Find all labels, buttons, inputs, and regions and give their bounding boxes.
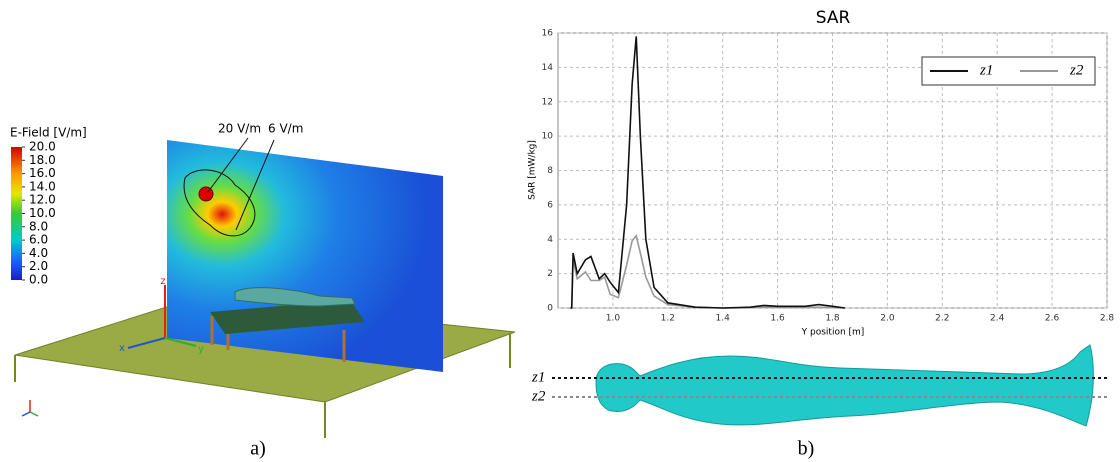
y-tick-label: 10 [542,132,554,142]
triad [21,400,39,417]
x-tick-label: 1.6 [770,314,785,324]
annotation: 6 V/m [268,122,303,136]
colorbar-tick-label: 20.0 [29,140,56,154]
series-line [570,234,845,309]
table-top [210,300,365,334]
floor-posts [14,334,511,438]
chart-title: SAR [816,8,851,28]
y-axis-label: SAR [mW/kg] [528,140,538,200]
y-tick-label: 12 [542,97,553,107]
grid: 0 2 4 6 8 10 12 14 16 1.0 1.2 1.4 1.6 1.8 2.0 2.2 2.4 2.6… [542,29,1115,324]
body-model [234,287,356,307]
series-line [570,36,845,309]
colorbar [11,147,22,280]
caption: b) [798,438,815,460]
x-tick-label: 2.8 [1100,314,1115,324]
lines [570,36,845,309]
x-tick-label: 1.2 [661,314,675,324]
colorbar-ticks: 20.018.016.014.012.010.08.06.04.02.00.0 [22,140,56,287]
y-tick-label: 2 [547,269,553,279]
scene [14,137,516,438]
x-tick-label: 2.2 [935,314,949,324]
body-image [595,344,1094,427]
axis-y [164,337,197,347]
table-legs [210,316,346,362]
x-tick-label: 2.0 [880,314,895,324]
colorbar-tick-label: 6.0 [29,233,48,247]
y-tick-label: 14 [542,63,554,73]
legend-entries: z1 z2 [930,62,1084,78]
colorbar-tick-label: 10.0 [29,206,56,220]
x-tick-label: 1.0 [606,314,621,324]
axis-label: x [119,343,125,354]
annotation: 20 V/m [218,122,261,136]
colorbar-tick-label: 12.0 [29,193,56,207]
x-tick-label: 1.8 [825,314,840,324]
x-tick-label: 2.4 [990,314,1005,324]
colorbar-tick-label: 0.0 [29,273,48,287]
source [198,186,214,202]
colorbar-tick-label: 14.0 [29,179,56,193]
y-tick-label: 4 [547,235,553,245]
axis-label: y [198,344,204,355]
contour [183,169,256,237]
y-tick-label: 8 [547,166,553,176]
caption: a) [250,438,266,460]
x-tick-label: 1.4 [716,314,731,324]
legend-label: z1 [979,62,993,78]
body-label: z2 [531,388,546,404]
field-plane [167,140,443,372]
annotation-arrow [235,139,275,231]
y-tick-label: 0 [547,304,553,314]
colorbar-tick-label: 2.0 [29,259,48,273]
axis-x [127,337,166,349]
x-tick-label: 2.6 [1045,314,1060,324]
annotation-arrow [207,137,249,193]
x-axis-label: Y position [m] [801,328,865,338]
colorbar-tick-label: 16.0 [29,166,56,180]
colorbar-title: E-Field [V/m] [10,126,87,140]
colorbar-tick-label: 18.0 [29,153,56,167]
legend-label: z2 [1069,62,1084,78]
colorbar-tick-label: 8.0 [29,219,48,233]
y-tick-label: 16 [542,29,554,39]
colorbar-tick-label: 4.0 [29,246,48,260]
body-label: z1 [531,369,545,385]
y-tick-label: 6 [547,200,553,210]
axis-label: z [160,276,165,287]
